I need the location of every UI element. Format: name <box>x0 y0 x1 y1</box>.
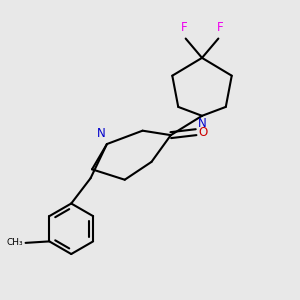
Text: F: F <box>217 21 223 34</box>
Text: N: N <box>198 117 206 130</box>
Text: CH₃: CH₃ <box>7 238 23 247</box>
Text: O: O <box>198 126 207 139</box>
Text: F: F <box>181 21 188 34</box>
Text: N: N <box>97 128 105 140</box>
